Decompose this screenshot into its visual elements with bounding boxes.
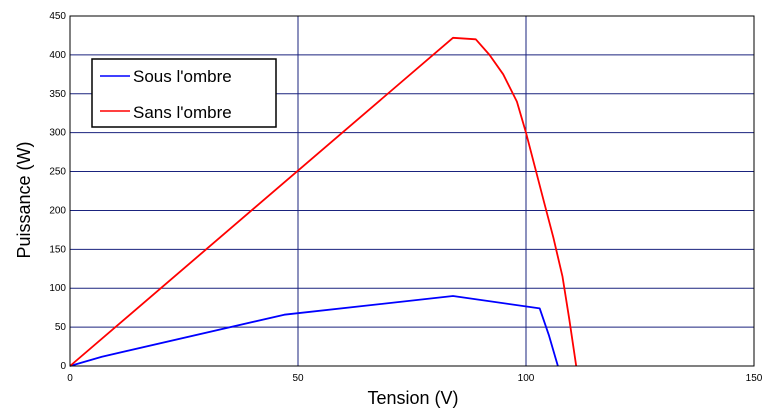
y-tick-label: 0 [60, 361, 66, 372]
series-lines [69, 36, 578, 367]
y-tick-label: 250 [49, 167, 66, 178]
y-tick-labels: 0 50 100 150 200 250 300 350 400 450 [49, 11, 66, 372]
x-tick-label: 150 [746, 373, 763, 384]
x-axis-label: Tension (V) [367, 388, 458, 408]
y-tick-label: 150 [49, 244, 66, 255]
series-line-1 [69, 36, 578, 367]
y-tick-label: 100 [49, 283, 66, 294]
series-line-0 [69, 295, 559, 367]
legend-label-sous-ombre: Sous l'ombre [133, 67, 232, 86]
x-tick-label: 100 [518, 373, 535, 384]
y-tick-label: 200 [49, 205, 66, 216]
y-tick-label: 300 [49, 128, 66, 139]
legend-box [91, 58, 277, 128]
x-tick-labels: 0 50 100 150 [67, 373, 763, 384]
x-tick-label: 0 [67, 373, 73, 384]
y-tick-label: 400 [49, 50, 66, 61]
grid [70, 16, 754, 366]
y-axis-label: Puissance (W) [14, 141, 34, 258]
y-tick-label: 450 [49, 11, 66, 22]
plot-frame [69, 15, 755, 367]
legend: Sous l'ombre Sans l'ombre [91, 58, 277, 128]
legend-label-sans-ombre: Sans l'ombre [133, 103, 232, 122]
x-tick-label: 50 [292, 373, 304, 384]
y-tick-label: 350 [49, 89, 66, 100]
y-tick-label: 50 [55, 322, 67, 333]
